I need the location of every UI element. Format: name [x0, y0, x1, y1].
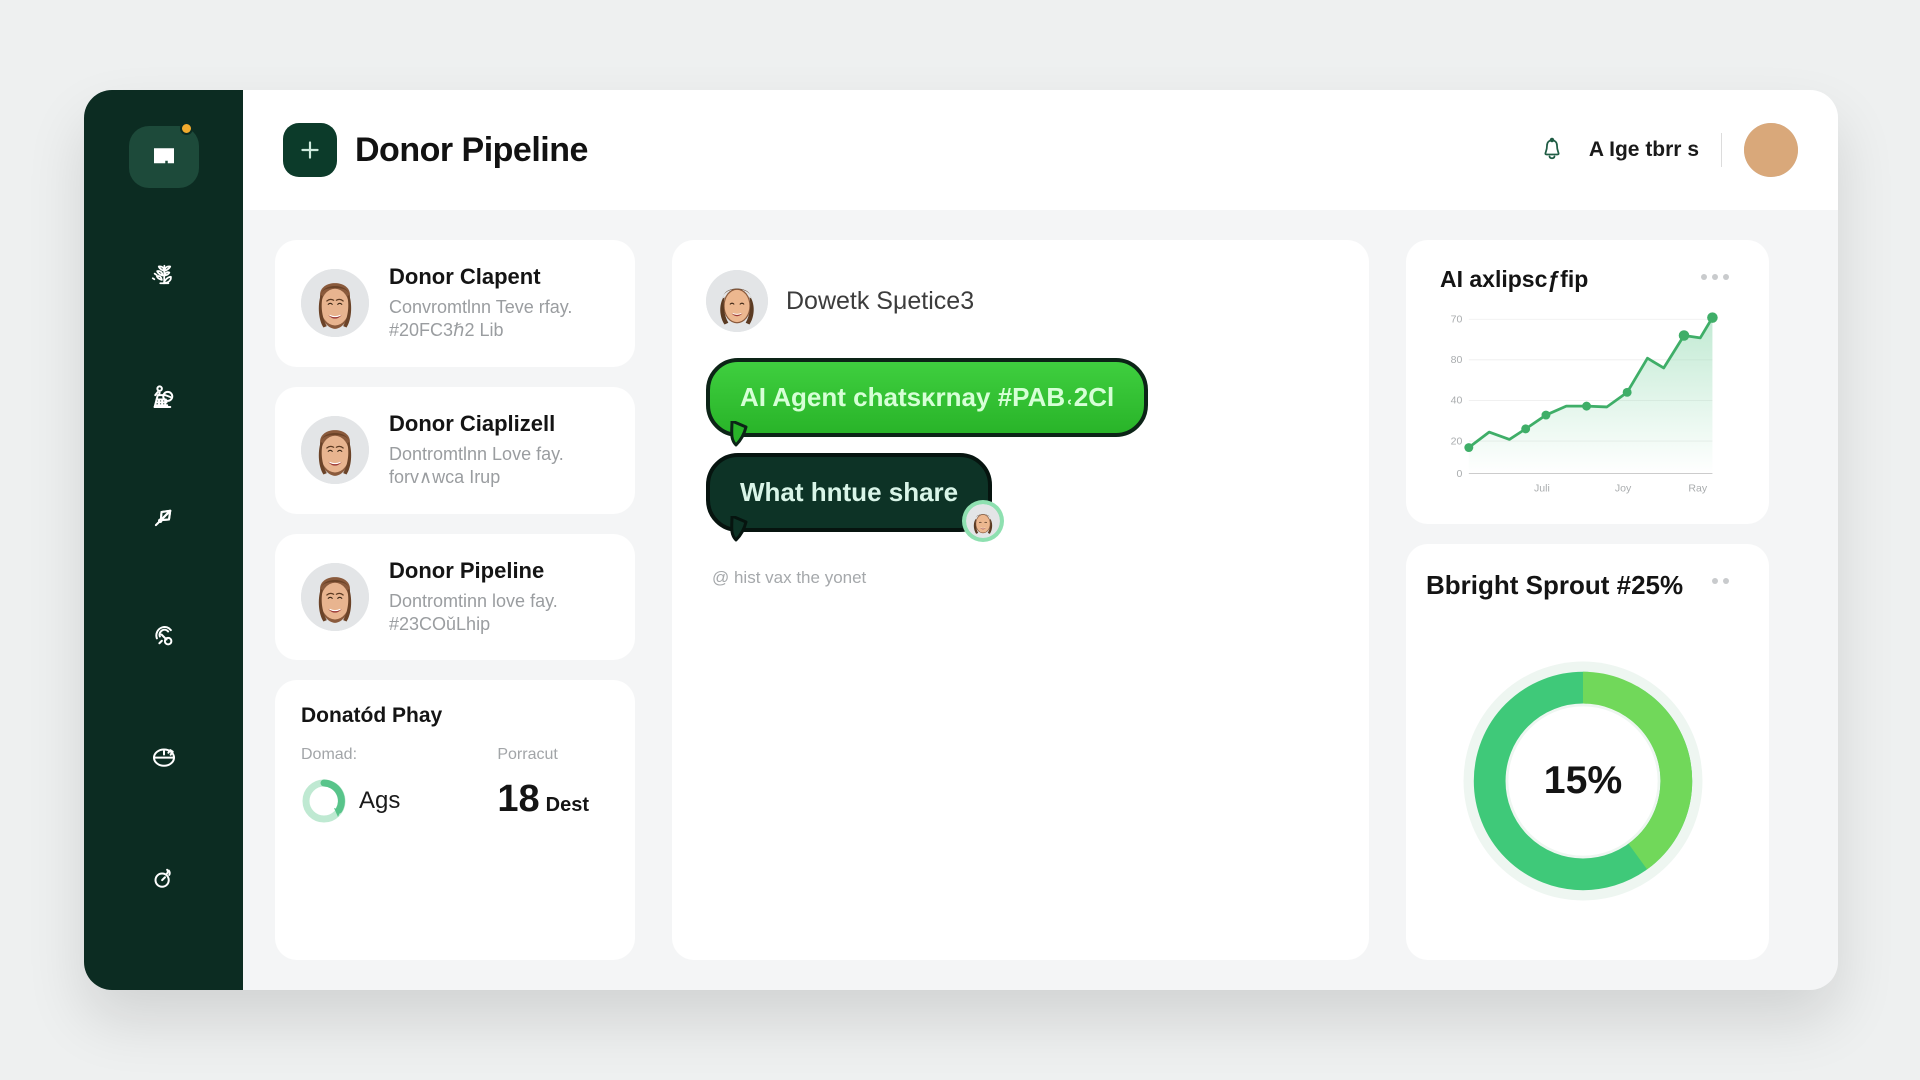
svg-text:Joy: Joy — [1615, 482, 1632, 494]
svg-text:Ray: Ray — [1688, 482, 1707, 494]
svg-text:40: 40 — [1451, 395, 1463, 407]
svg-text:Juli: Juli — [1534, 482, 1550, 494]
svg-text:20: 20 — [1451, 435, 1463, 447]
svg-text:0: 0 — [1456, 468, 1462, 480]
svg-text:15%: 15% — [1543, 759, 1621, 802]
svg-text:80: 80 — [1451, 354, 1463, 366]
svg-text:70: 70 — [1451, 313, 1463, 325]
